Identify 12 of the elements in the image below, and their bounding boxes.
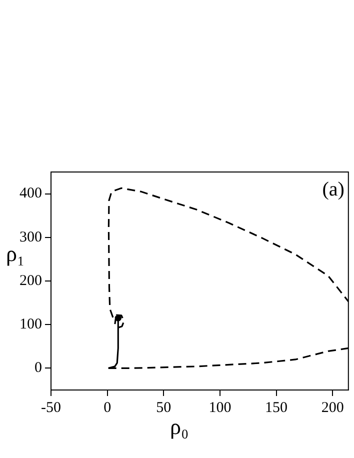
y-tick-label: 0	[34, 360, 42, 376]
x-tick-label: 150	[265, 400, 288, 416]
x-tick-label: 50	[156, 400, 172, 416]
y-tick-label: 100	[20, 316, 42, 333]
x-tick-label: 200	[321, 400, 344, 416]
x-tick-label: 100	[208, 400, 232, 416]
x-tick-label: -50	[41, 400, 61, 416]
x-tick-label: 0	[104, 400, 112, 416]
y-tick-label: 400	[20, 186, 42, 202]
annotation: (a)	[322, 178, 344, 200]
y-tick-label: 200	[20, 272, 42, 289]
x-axis-title: ρ₀	[170, 414, 189, 440]
